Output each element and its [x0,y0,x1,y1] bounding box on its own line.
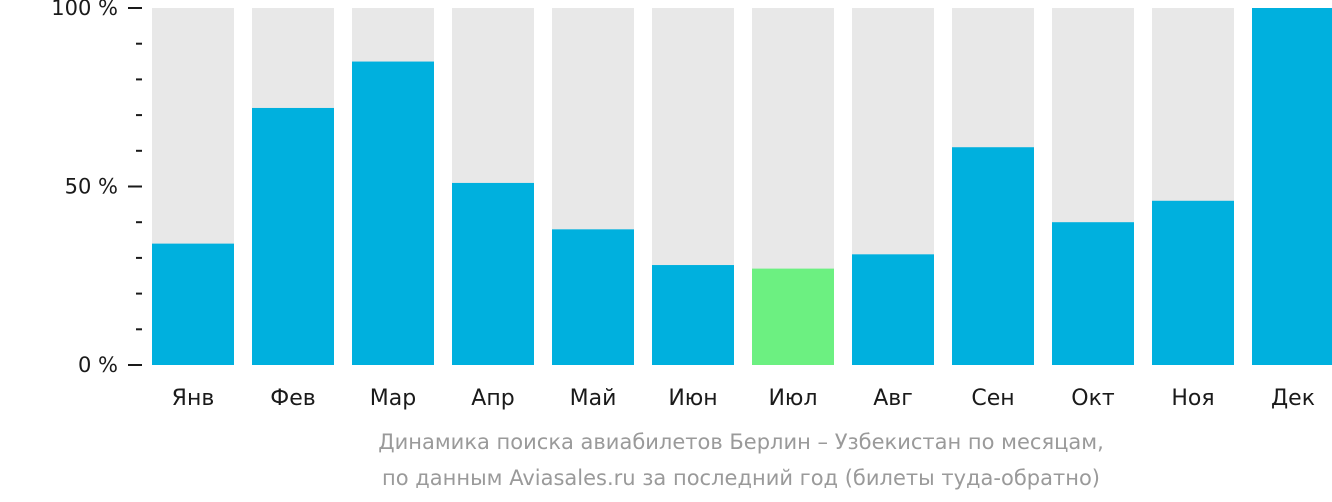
x-tick-label: Ноя [1171,386,1214,411]
bar-chart: 0 % 50 % 100 % Янв Фев Мар Апр Май Июн Июл Авг Сен О… [51,0,1332,411]
bar-2 [252,107,334,366]
bar-3 [352,61,434,366]
x-tick-label: Май [570,386,617,411]
bar-11 [1152,200,1234,365]
x-tick-label: Окт [1071,386,1115,411]
bar-12 [1252,8,1332,365]
bar-9 [952,147,1034,365]
y-tick-label: 50 % [65,175,118,199]
y-tick-label: 100 % [51,0,118,20]
x-tick-label: Мар [370,386,416,411]
bar-4 [452,182,534,365]
bar-7 [752,268,834,365]
bar-5 [552,229,634,365]
bar-1 [152,243,234,365]
x-tick-label: Сен [971,386,1014,411]
x-tick-label: Апр [471,386,514,411]
bar-6 [652,265,734,365]
bar-10 [1052,222,1134,365]
x-tick-label: Июн [668,386,717,411]
chart-caption-line2: по данным Aviasales.ru за последний год … [382,466,1100,490]
x-tick-label: Авг [873,386,913,411]
bar-8 [852,254,934,365]
y-tick-label: 0 % [78,353,118,377]
chart-caption-line1: Динамика поиска авиабилетов Берлин – Узб… [378,430,1104,454]
x-tick-label: Дек [1271,386,1315,411]
x-tick-label: Июл [768,386,817,411]
x-tick-label: Фев [270,386,315,411]
x-tick-label: Янв [172,386,215,411]
